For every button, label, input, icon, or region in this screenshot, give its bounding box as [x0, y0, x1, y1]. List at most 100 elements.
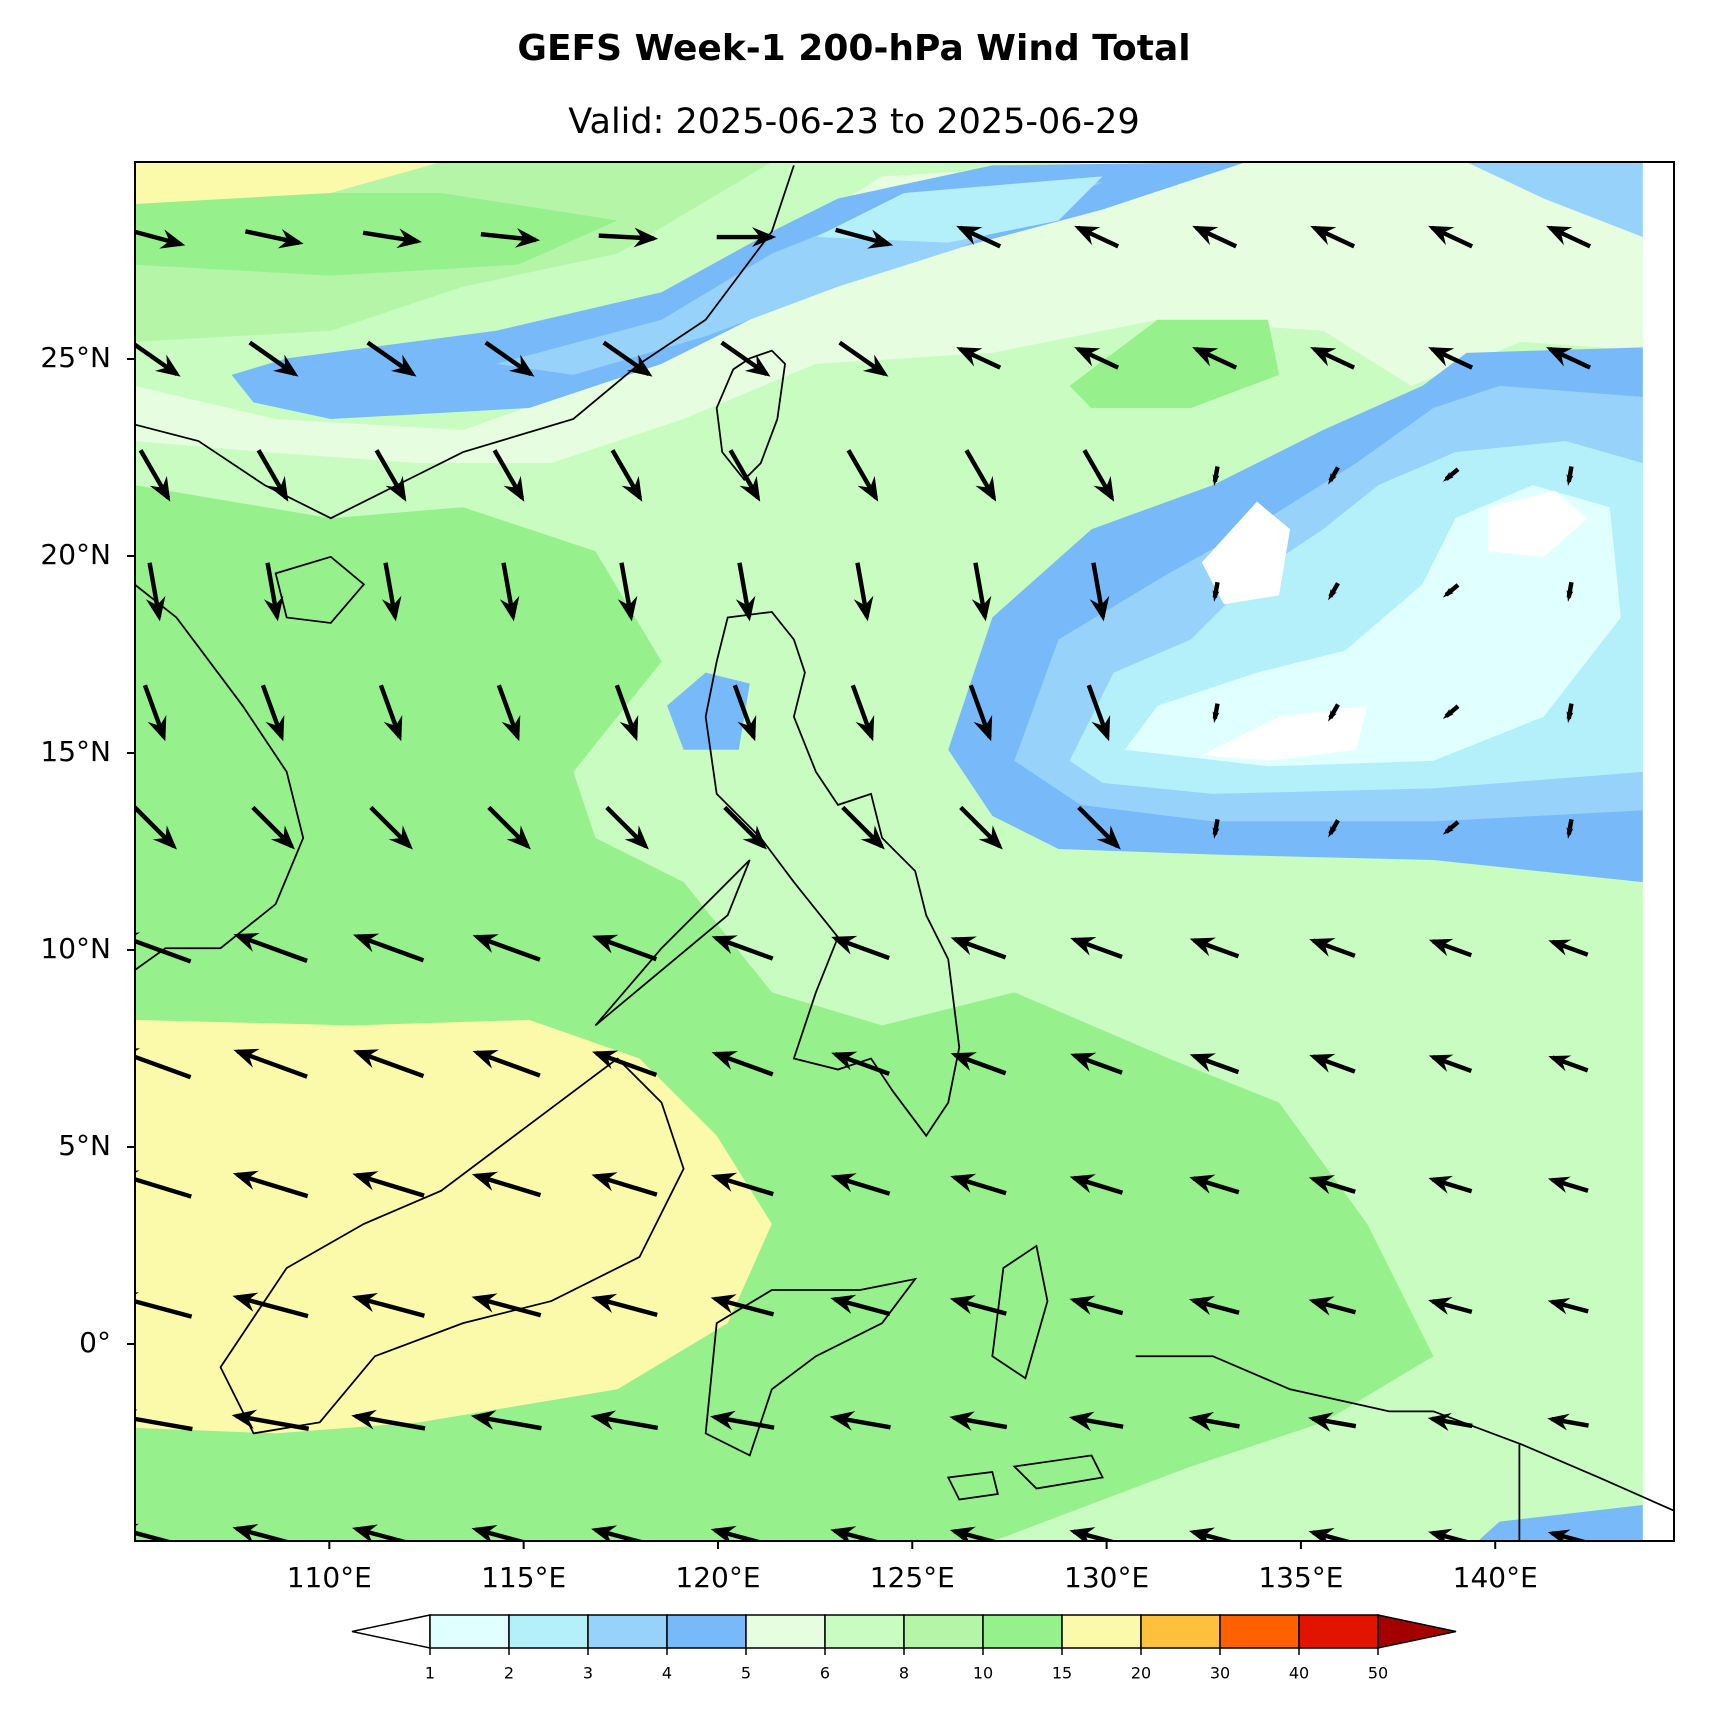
wind-arrow-head	[1428, 347, 1455, 367]
wind-arrow-head	[1308, 1175, 1335, 1195]
wind-arrow-head	[830, 1526, 857, 1541]
wind-arrow-head	[145, 595, 166, 622]
wind-arrow-head	[590, 1410, 617, 1431]
wind-arrow-head	[383, 715, 403, 742]
wind-arrow-head	[1547, 1176, 1571, 1193]
wind-arrow-head	[508, 354, 535, 377]
wind-arrow-head	[1192, 225, 1219, 246]
wind-arrow-head	[1548, 939, 1572, 956]
wind-arrow-head	[503, 475, 525, 502]
wind-arrow-head	[1074, 347, 1101, 367]
wind-arrow-head	[353, 933, 380, 953]
wind-arrow-head	[1566, 590, 1574, 602]
wind-arrow-head	[1093, 475, 1115, 502]
wind-arrow-head	[1096, 825, 1121, 850]
x-tick-label: 135°E	[1258, 1561, 1343, 1594]
wind-arrow-head	[830, 1294, 857, 1314]
colorbar-box	[1061, 1614, 1142, 1649]
wind-arrow-head	[1310, 347, 1337, 367]
wind-arrow-head	[1428, 1297, 1453, 1315]
wind-arrow-head	[949, 1526, 976, 1541]
wind-arrow-shaft	[235, 1413, 310, 1431]
wind-arrow-head	[950, 936, 977, 956]
wind-arrow-head	[619, 715, 639, 742]
wind-arrow-head	[351, 1293, 378, 1313]
wind-arrow-shaft	[236, 933, 308, 963]
colorbar-tick-label: 15	[1052, 1664, 1072, 1683]
wind-arrow-head	[351, 1524, 378, 1541]
colorbar-tick-label: 20	[1131, 1664, 1151, 1683]
wind-arrow-head	[471, 1293, 498, 1313]
wind-arrow-shaft	[135, 1416, 193, 1432]
axes: 110°E 115°E 120°E 125°E 130°E 135°E 140°E 25°N 2…	[40, 341, 1537, 1594]
colorbar-box	[508, 1614, 589, 1649]
wind-arrow-head	[1308, 1296, 1335, 1316]
x-tick-label: 125°E	[870, 1561, 955, 1594]
wind-arrow-head	[860, 825, 885, 850]
wind-arrow-head	[1212, 827, 1220, 839]
wind-arrow-head	[232, 1524, 259, 1541]
colorbar-box	[903, 1614, 984, 1649]
wind-arrow-head	[1548, 1055, 1572, 1072]
wind-arrow-head	[1566, 711, 1574, 724]
map-frame	[134, 161, 1675, 1542]
wind-arrow-head	[1546, 347, 1573, 367]
wind-arrow-head	[949, 1295, 976, 1315]
wind-arrow-head	[270, 825, 295, 850]
wind-arrow-head	[381, 595, 402, 622]
colorbar-box	[666, 1614, 747, 1649]
wind-arrow-head	[862, 354, 889, 377]
y-tick-label: 15°N	[40, 735, 111, 768]
map-fields	[135, 162, 1674, 1541]
wind-arrow-head	[388, 825, 413, 850]
y-tick-label: 10°N	[40, 932, 111, 965]
wind-arrow-head	[739, 475, 761, 502]
wind-arrow-head	[617, 595, 638, 622]
colorbar-tick-label: 5	[741, 1664, 751, 1683]
wind-arrow-shaft	[135, 1530, 174, 1541]
wind-arrow-head	[147, 715, 167, 742]
wind-arrow-head	[950, 1052, 977, 1071]
colorbar-tick-label: 40	[1289, 1664, 1309, 1683]
wind-arrow-head	[471, 1524, 498, 1541]
wind-arrow-head	[591, 1172, 618, 1192]
wind-arrow-head	[233, 1048, 260, 1068]
wind-arrow-head	[514, 227, 541, 248]
colorbar-box	[982, 1614, 1063, 1649]
wind-arrow-head	[624, 825, 649, 850]
wind-arrow-head	[232, 1292, 259, 1312]
wind-arrow-head	[353, 1049, 380, 1069]
wind-arrow-head	[711, 1172, 738, 1192]
colorbar-tick-label: 2	[504, 1664, 514, 1683]
y-tick-label: 0°	[79, 1326, 111, 1359]
wind-arrow-head	[853, 595, 874, 622]
wind-arrow-head	[470, 1410, 497, 1430]
wind-arrow-head	[231, 1409, 258, 1430]
wind-arrow-head	[352, 1171, 379, 1191]
wind-arrow-head	[1308, 1527, 1335, 1541]
wind-arrow-head	[471, 1171, 499, 1191]
wind-arrow-head	[1308, 1412, 1334, 1432]
wind-arrow-head	[1309, 1053, 1336, 1073]
wind-arrow-head	[591, 1525, 618, 1541]
wind-arrow-head	[956, 225, 983, 246]
wind-arrow-head	[592, 1050, 619, 1070]
wind-arrow-head	[1428, 225, 1455, 246]
wind-arrow-head	[1428, 1528, 1453, 1541]
wind-arrow-head	[867, 229, 894, 249]
wind-arrow-head	[710, 1525, 737, 1541]
wind-arrow-head	[1192, 347, 1219, 367]
wind-arrow-head	[1069, 1527, 1096, 1541]
coastlines	[135, 165, 1674, 1541]
wind-arrow-head	[1442, 471, 1454, 482]
wind-arrow-head	[744, 354, 771, 377]
wind-arrow-shaft	[135, 1054, 192, 1080]
x-tick-label: 110°E	[287, 1561, 372, 1594]
colorbar-tick-label: 6	[820, 1664, 830, 1683]
colorbar-box	[824, 1614, 905, 1649]
contours	[135, 162, 1674, 1541]
wind-arrow-head	[591, 1293, 618, 1314]
wind-arrow-head	[135, 1409, 138, 1412]
wind-arrow-head	[1089, 595, 1110, 622]
